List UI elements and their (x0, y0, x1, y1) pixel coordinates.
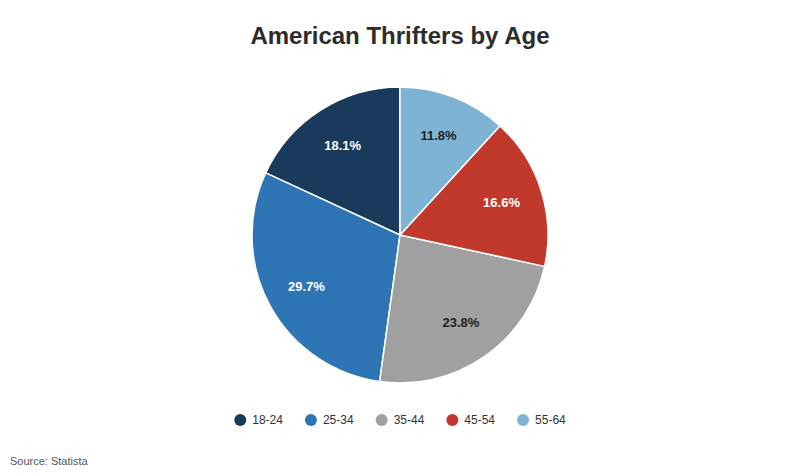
data-label: 23.8% (443, 315, 480, 330)
background (0, 0, 800, 475)
slice (252, 173, 400, 382)
legend-swatch (517, 414, 529, 426)
data-label: 18.1% (324, 138, 361, 153)
data-labels: 18.1% 29.7% 23.8% 16.6% 11.8% (288, 128, 520, 330)
legend-swatch (234, 414, 246, 426)
legend-label: 35-44 (394, 413, 425, 427)
legend-swatch (446, 414, 458, 426)
legend: 18-24 25-34 35-44 45-54 55-64 (234, 413, 566, 427)
legend-label: 45-54 (464, 413, 495, 427)
legend-item: 25-34 (305, 413, 354, 427)
slice (400, 87, 500, 235)
legend-item: 18-24 (234, 413, 283, 427)
legend-item: 35-44 (376, 413, 425, 427)
title: American Thrifters by Age (250, 22, 549, 49)
annotation: Source: Statista (10, 455, 89, 467)
data-label: 16.6% (483, 195, 520, 210)
data-label: 29.7% (288, 279, 325, 294)
legend-item: 55-64 (517, 413, 566, 427)
legend-swatch (305, 414, 317, 426)
legend-item: 45-54 (446, 413, 495, 427)
legend-label: 25-34 (323, 413, 354, 427)
legend-swatch (376, 414, 388, 426)
legend-label: 55-64 (535, 413, 566, 427)
legend-label: 18-24 (252, 413, 283, 427)
data-label: 11.8% (421, 128, 458, 143)
chart: American Thrifters by Age 18.1% 29.7% 23.8%… (0, 0, 800, 475)
slices (252, 87, 548, 383)
